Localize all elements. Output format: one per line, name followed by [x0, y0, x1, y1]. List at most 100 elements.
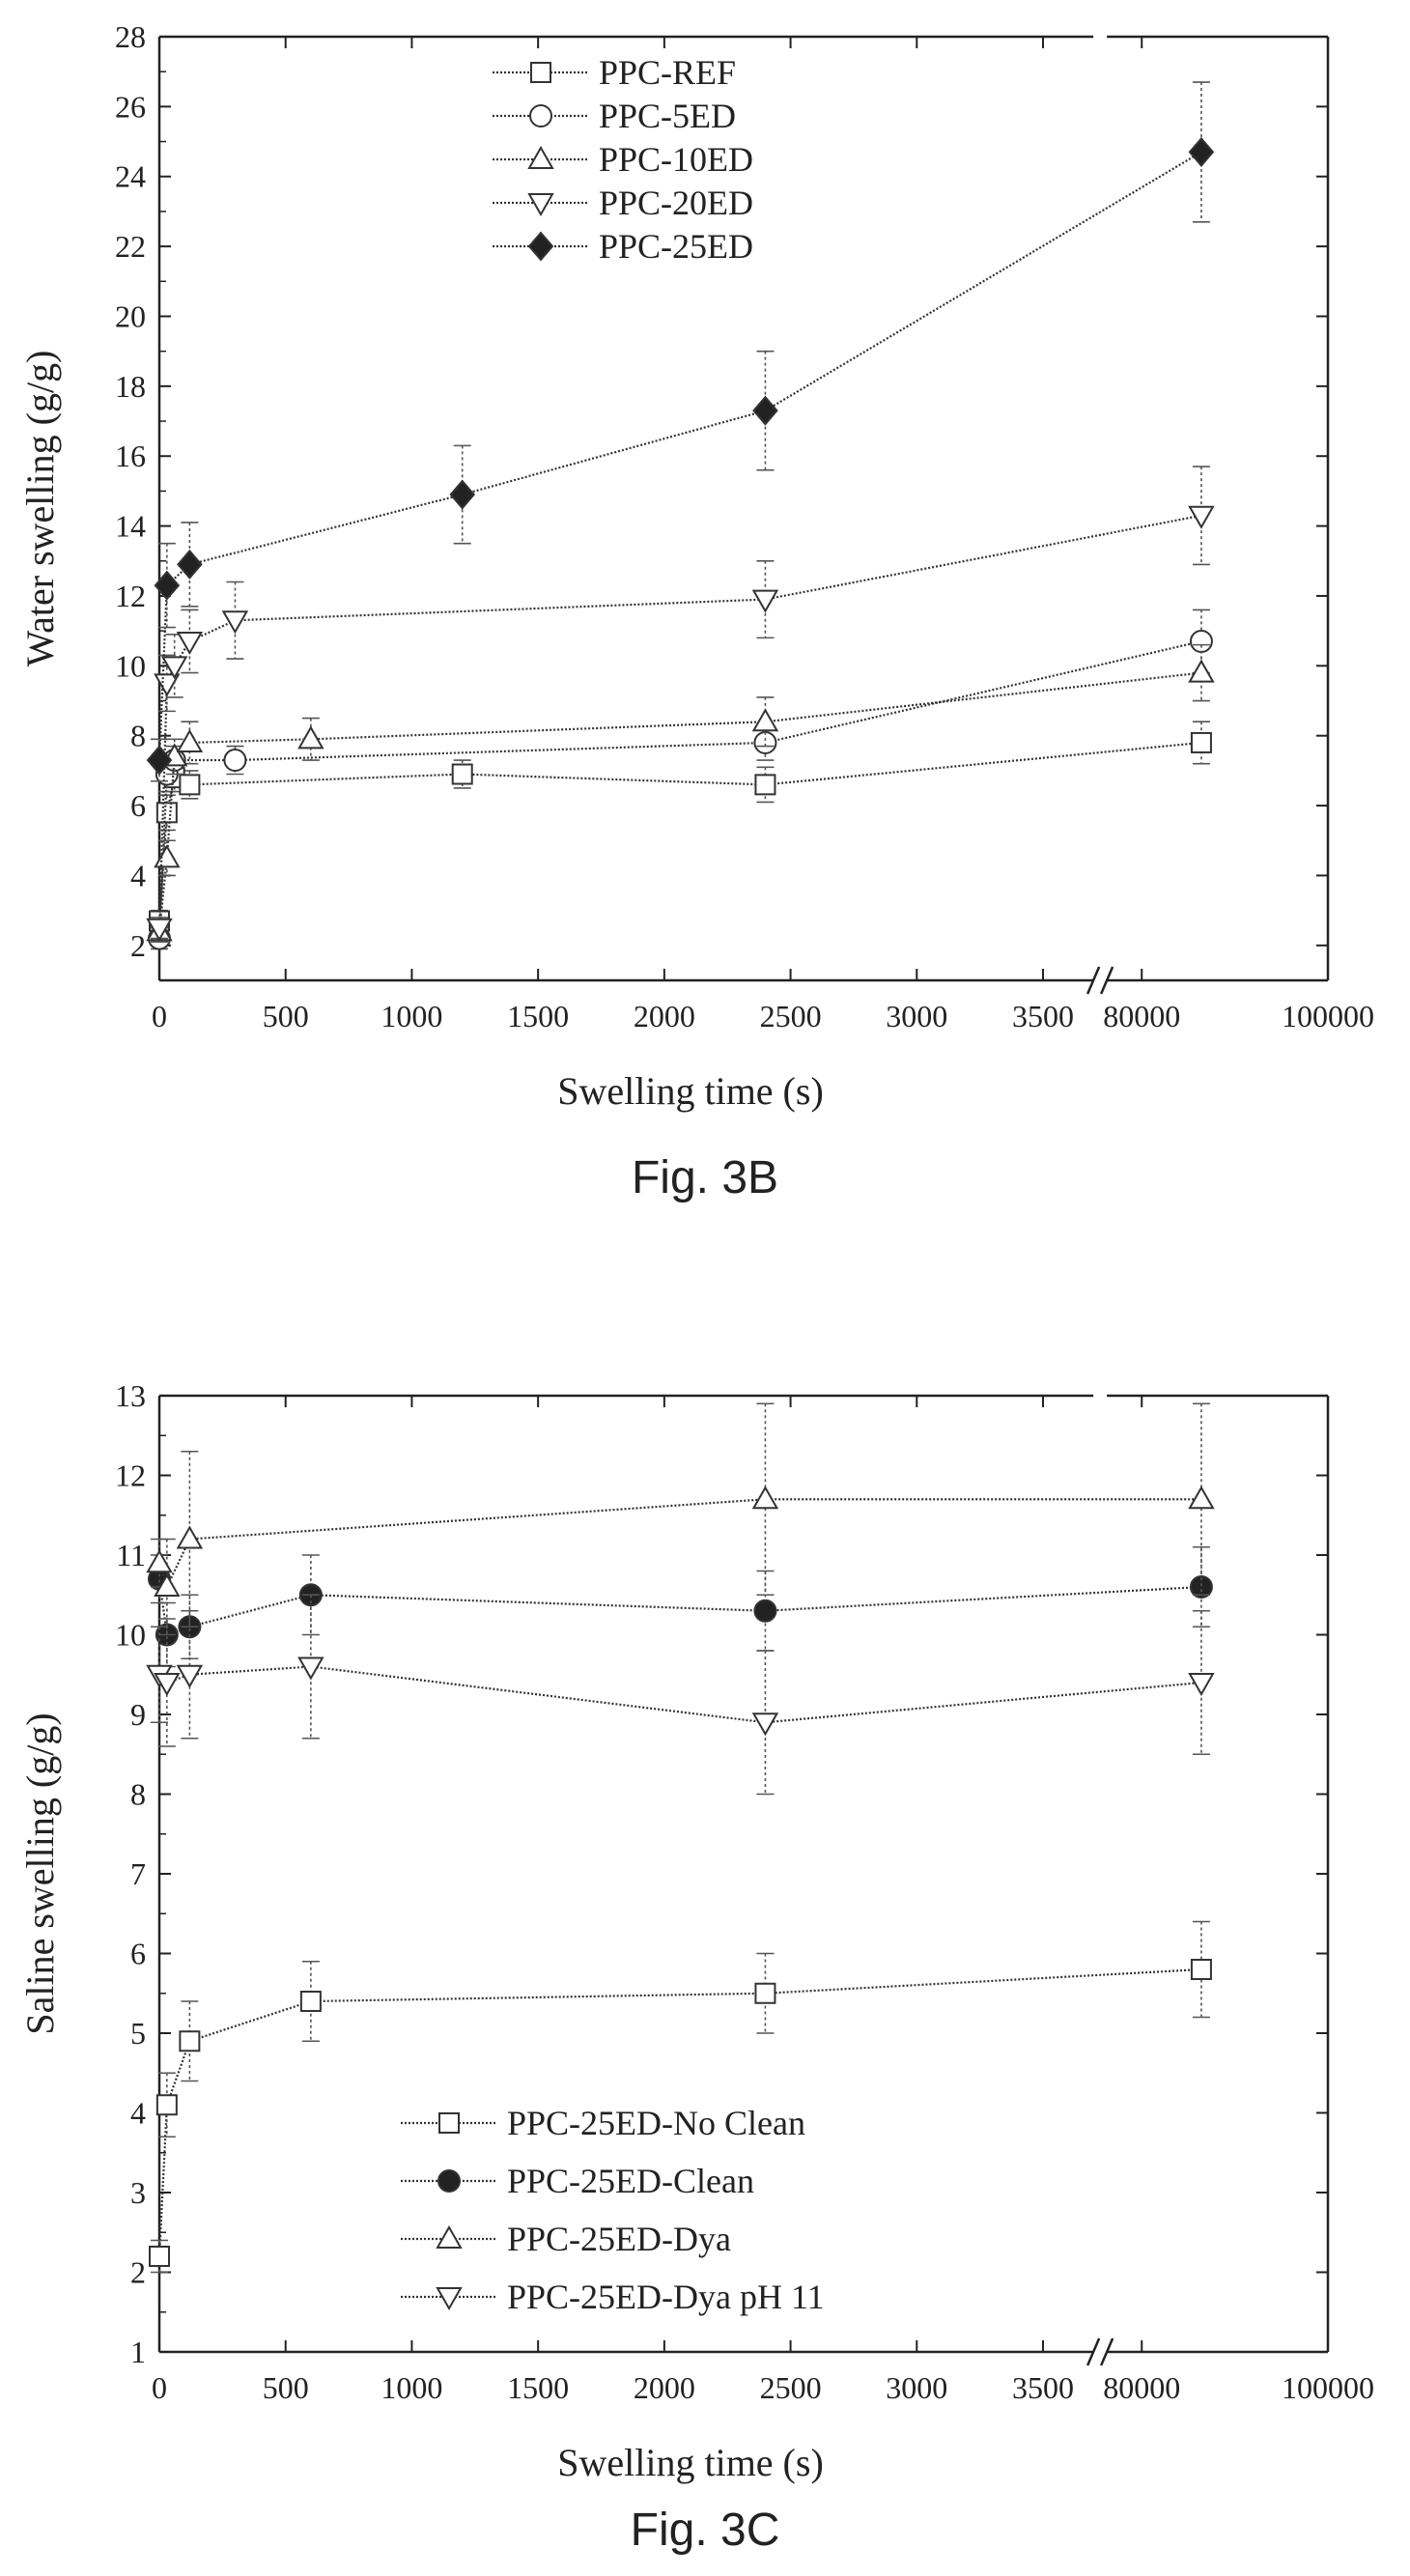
data-point: [1190, 1959, 1212, 1980]
y-tick-label: 14: [115, 509, 146, 544]
y-tick-label: 11: [116, 1538, 146, 1572]
axis-break-mark: [1086, 2337, 1101, 2366]
axis-break-mark: [1099, 966, 1114, 995]
data-point: [449, 479, 476, 510]
legend-entry-ppc-ref: PPC-REF: [493, 53, 736, 92]
series-line: [158, 1665, 1202, 1724]
data-point: [1188, 659, 1215, 683]
data-point: [1188, 1673, 1215, 1697]
axis-break-mark: [1099, 2337, 1114, 2366]
data-point: [1188, 1486, 1215, 1510]
data-point: [146, 1549, 173, 1573]
legend-label: PPC-25ED-No Clean: [507, 2104, 805, 2142]
data-point: [752, 395, 778, 426]
x-tick-label: 3000: [886, 2370, 947, 2405]
series-ppc-25ed-dya-ph-11: [146, 1594, 1215, 1796]
y-tick-label: 8: [130, 1777, 146, 1812]
series-line: [157, 1967, 1201, 2257]
y-tick-label: 10: [115, 1618, 146, 1653]
x-tick-label: 500: [263, 999, 309, 1033]
legend-entry-ppc-20ed: PPC-20ED: [493, 184, 753, 222]
legend-label: PPC-5ED: [599, 97, 736, 135]
legend-label: PPC-20ED: [599, 184, 753, 222]
data-point: [146, 745, 173, 776]
data-point: [299, 1991, 322, 2012]
data-point: [751, 589, 779, 613]
y-axis-label: Saline swelling (g/g): [18, 1713, 62, 2034]
x-axis-label: Swelling time (s): [557, 2441, 824, 2484]
data-point: [754, 774, 776, 796]
data-point: [149, 2246, 170, 2267]
data-point: [155, 2094, 178, 2116]
legend-marker: [527, 145, 554, 169]
data-point: [754, 1982, 776, 2004]
y-tick-label: 18: [115, 369, 146, 404]
series-line: [157, 741, 1202, 921]
series-ppc-25ed-clean: [148, 1545, 1213, 1668]
legend-label: PPC-25ED: [599, 227, 753, 266]
y-tick-label: 22: [115, 229, 146, 264]
data-point: [1189, 1575, 1213, 1599]
x-tick-label: 1000: [381, 2370, 442, 2405]
y-tick-label: 28: [115, 19, 146, 54]
y-tick-label: 10: [115, 648, 146, 683]
legend-marker: [436, 2287, 463, 2311]
y-tick-label: 7: [130, 1856, 146, 1891]
data-point: [154, 673, 181, 697]
y-tick-label: 1: [130, 2335, 146, 2369]
series-line: [157, 514, 1202, 928]
y-tick-label: 12: [115, 579, 146, 613]
data-point: [223, 749, 247, 773]
x-tick-label: 80000: [1103, 2370, 1180, 2405]
y-tick-label: 16: [115, 439, 146, 473]
legend-entry-ppc-25ed-clean: PPC-25ED-Clean: [401, 2162, 754, 2200]
series-line: [157, 671, 1202, 932]
data-point: [297, 725, 324, 750]
data-point: [1189, 630, 1213, 654]
data-point: [160, 656, 188, 680]
data-point: [154, 1572, 181, 1597]
data-point: [1190, 731, 1212, 753]
y-tick-label: 3: [130, 2175, 146, 2210]
y-tick-label: 5: [130, 2016, 146, 2051]
x-tick-label: 0: [152, 999, 167, 1033]
data-point: [176, 728, 204, 752]
x-tick-label: 80000: [1103, 999, 1180, 1033]
legend-label: PPC-25ED-Dya pH 11: [507, 2278, 825, 2316]
data-point: [176, 632, 204, 656]
legend-entry-ppc-25ed-dya-ph-11: PPC-25ED-Dya pH 11: [401, 2278, 825, 2316]
series-ppc-20ed: [146, 466, 1215, 942]
data-point: [176, 1664, 204, 1688]
legend-marker: [437, 2169, 461, 2193]
data-point: [753, 730, 777, 754]
x-tick-label: 3500: [1012, 2370, 1074, 2405]
axis-break-mark: [1086, 966, 1101, 995]
data-point: [179, 774, 201, 796]
x-tick-label: 2500: [760, 999, 822, 1033]
x-tick-label: 100000: [1282, 999, 1374, 1033]
legend-marker: [529, 104, 552, 127]
x-tick-label: 3500: [1012, 999, 1074, 1033]
data-point: [177, 549, 203, 580]
data-point: [751, 1486, 779, 1510]
legend-entry-ppc-10ed: PPC-10ED: [493, 140, 753, 179]
legend-entry-ppc-25ed-dya: PPC-25ED-Dya: [401, 2220, 731, 2258]
data-point: [155, 802, 178, 824]
series-line: [157, 151, 1202, 761]
x-tick-label: 2500: [760, 2370, 822, 2405]
data-point: [1188, 136, 1215, 167]
x-tick-label: 1500: [507, 999, 569, 1033]
legend-entry-ppc-25ed-no-clean: PPC-25ED-No Clean: [401, 2104, 805, 2142]
legend-marker: [527, 231, 554, 262]
series-ppc-10ed: [146, 643, 1215, 943]
x-tick-label: 100000: [1282, 2370, 1374, 2405]
data-point: [297, 1656, 324, 1681]
legend-marker: [527, 193, 554, 217]
y-tick-label: 12: [115, 1458, 146, 1493]
x-tick-label: 2000: [634, 2370, 695, 2405]
x-tick-label: 1500: [507, 2370, 569, 2405]
x-tick-label: 3000: [886, 999, 947, 1033]
